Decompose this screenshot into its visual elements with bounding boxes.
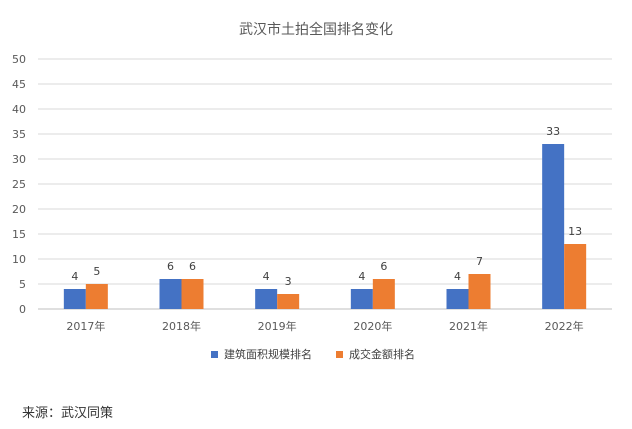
legend-label: 建筑面积规模排名 [224,347,312,361]
data-label: 6 [189,260,196,273]
y-tick-label: 45 [12,78,26,91]
x-tick-label: 2020年 [353,319,392,333]
x-tick-label: 2017年 [66,319,105,333]
data-label: 6 [167,260,174,273]
data-label: 7 [476,255,483,268]
x-tick-label: 2021年 [449,319,488,333]
data-labels: 4 5 6 6 4 3 4 6 4 7 33 13 [71,125,582,288]
gridlines [38,58,612,310]
bar-area-rank [542,144,565,309]
data-label: 4 [358,270,365,283]
legend-label: 成交金额排名 [349,347,415,361]
bars [63,144,587,309]
y-axis-ticks: 0 5 10 15 20 25 30 35 40 45 50 [12,53,26,316]
bar-area-rank [63,289,86,309]
x-tick-label: 2019年 [258,319,297,333]
bar-area-rank [255,289,278,309]
data-label: 3 [285,275,292,288]
y-tick-label: 5 [19,278,26,291]
x-tick-label: 2018年 [162,319,201,333]
y-tick-label: 35 [12,128,26,141]
data-label: 13 [568,225,582,238]
bar-amount-rank [277,294,300,309]
bar-amount-rank [372,279,395,309]
y-tick-label: 50 [12,53,26,66]
y-tick-label: 40 [12,103,26,116]
bar-area-rank [159,279,182,309]
y-tick-label: 0 [19,303,26,316]
y-tick-label: 30 [12,153,26,166]
legend-swatch [336,351,343,358]
x-axis-ticks: 2017年 2018年 2019年 2020年 2021年 2022年 [66,319,583,333]
y-tick-label: 20 [12,203,26,216]
data-label: 4 [454,270,461,283]
y-tick-label: 10 [12,253,26,266]
bar-amount-rank [181,279,204,309]
y-tick-label: 15 [12,228,26,241]
source-note: 来源：武汉同策 [22,406,114,421]
data-label: 5 [93,265,100,278]
chart-title: 武汉市土拍全国排名变化 [239,21,393,38]
legend-swatch [211,351,218,358]
y-tick-label: 25 [12,178,26,191]
bar-area-rank [446,289,469,309]
x-tick-label: 2022年 [545,319,584,333]
data-label: 33 [546,125,560,138]
bar-amount-rank [564,244,587,309]
data-label: 6 [380,260,387,273]
bar-amount-rank [85,284,108,309]
legend: 建筑面积规模排名 成交金额排名 [211,347,415,361]
bar-amount-rank [468,274,491,309]
data-label: 4 [263,270,270,283]
bar-area-rank [350,289,373,309]
data-label: 4 [71,270,78,283]
